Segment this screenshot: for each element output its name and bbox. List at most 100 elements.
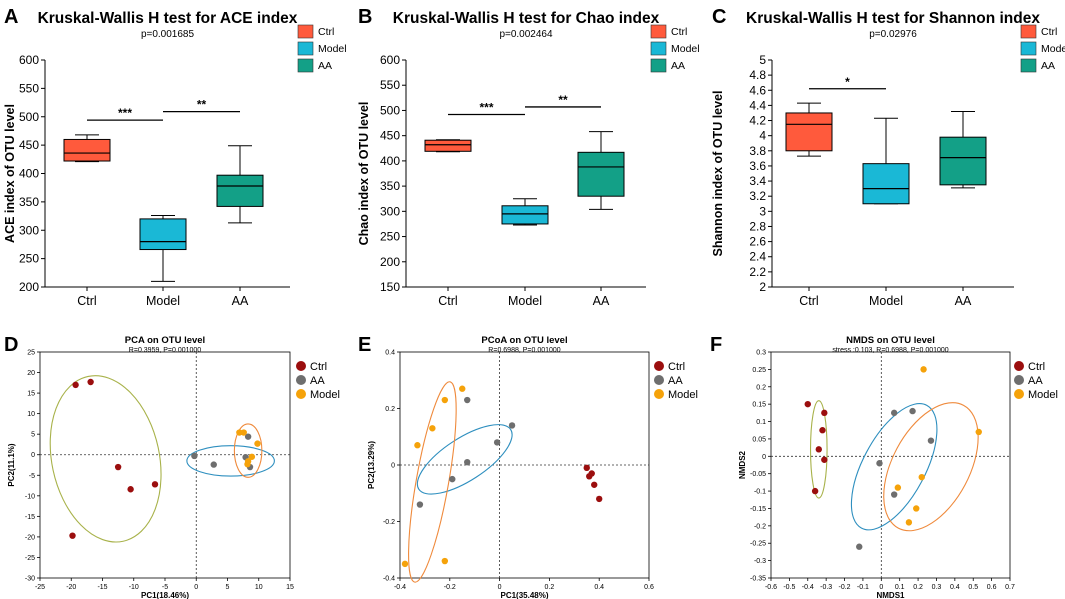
- y-tick-label: -0.15: [750, 506, 766, 513]
- y-tick-label: -0.05: [750, 471, 766, 478]
- data-point: [459, 385, 466, 392]
- chart-title: Kruskal-Wallis H test for Chao index: [393, 10, 660, 27]
- legend-label: Ctrl: [1028, 361, 1045, 373]
- significance-label: **: [197, 98, 207, 112]
- data-point: [856, 543, 863, 550]
- y-tick-label: 0: [762, 454, 766, 461]
- data-point: [815, 446, 822, 453]
- series-ctrl: [583, 464, 603, 503]
- y-tick-label: 600: [380, 53, 400, 67]
- chart-subtitle: p=0.001685: [141, 29, 195, 40]
- y-tick-label: 0: [31, 452, 35, 459]
- y-tick-label: 250: [19, 252, 39, 266]
- x-tick-label: 0.2: [545, 584, 555, 591]
- data-point: [811, 487, 819, 495]
- x-tick-label: -0.5: [783, 584, 795, 591]
- legend-label: AA: [668, 375, 683, 387]
- x-tick-label: 0.2: [913, 584, 923, 591]
- y-tick-label: 500: [19, 110, 39, 124]
- x-axis-label: PC1(35.48%): [500, 591, 548, 599]
- legend-label: Ctrl: [310, 361, 327, 373]
- y-tick-label: 0.15: [752, 402, 766, 409]
- y-tick-label: -15: [25, 514, 35, 521]
- legend-label: AA: [1041, 60, 1055, 72]
- y-tick-label: 5: [759, 53, 766, 67]
- x-tick-label: -0.2: [839, 584, 851, 591]
- y-tick-label: 450: [19, 138, 39, 152]
- y-tick-label: -0.2: [383, 519, 395, 526]
- panel-letter: F: [710, 334, 722, 356]
- legend-label: Model: [318, 43, 347, 55]
- data-point: [236, 429, 243, 436]
- legend-label: Model: [1028, 389, 1058, 401]
- confidence-ellipse-aa: [850, 403, 938, 531]
- y-tick-label: -0.35: [750, 576, 766, 583]
- box-iqr: [862, 163, 910, 205]
- panel-letter: D: [4, 334, 18, 356]
- series-aa: [416, 396, 516, 508]
- data-point: [441, 396, 449, 404]
- data-point: [927, 437, 935, 444]
- data-point: [429, 425, 436, 432]
- chart-panel-b: B Kruskal-Wallis H test for Chao index p=0…: [357, 6, 700, 308]
- legend-label: Ctrl: [318, 26, 334, 38]
- x-tick-label: 0.5: [968, 584, 978, 591]
- series-model: [401, 385, 466, 568]
- data-point: [975, 428, 982, 436]
- legend-label: AA: [1028, 375, 1043, 387]
- legend-swatch-ctrl: [650, 24, 667, 39]
- data-point: [821, 409, 828, 417]
- data-point: [244, 433, 252, 440]
- significance-label: **: [558, 93, 568, 107]
- box-ctrl: Ctrl: [785, 102, 833, 308]
- legend-label: Model: [1041, 43, 1065, 55]
- legend-marker-model: [654, 389, 664, 399]
- series-model: [236, 429, 261, 468]
- panel-letter: A: [4, 6, 18, 28]
- chart-panel-a: A Kruskal-Wallis H test for ACE index p=0.…: [3, 6, 347, 308]
- y-tick-label: -0.25: [750, 541, 766, 548]
- legend-marker-ctrl: [1014, 361, 1024, 371]
- legend-label: Ctrl: [671, 26, 687, 38]
- chart-subtitle: p=0.02976: [869, 29, 917, 40]
- y-axis-label: NMDS2: [738, 450, 747, 479]
- y-tick-label: 2: [759, 280, 766, 294]
- y-tick-label: 3.4: [749, 174, 766, 188]
- box-ctrl: Ctrl: [424, 139, 472, 308]
- chart-title: PCA on OTU level: [125, 335, 205, 346]
- y-tick-label: 3: [759, 204, 766, 218]
- legend-label: AA: [671, 60, 685, 72]
- data-point: [69, 532, 76, 539]
- legend-marker-aa: [296, 375, 306, 385]
- legend-swatch-aa: [297, 58, 314, 73]
- confidence-ellipse-ctrl: [809, 400, 828, 499]
- x-tick-label: 5: [226, 584, 230, 591]
- y-tick-label: 4.6: [749, 83, 766, 97]
- chart-title: NMDS on OTU level: [846, 335, 935, 346]
- x-tick-label: Model: [146, 294, 180, 308]
- data-point: [464, 396, 471, 404]
- x-tick-label: -0.4: [394, 584, 406, 591]
- x-tick-label: 10: [255, 584, 263, 591]
- x-tick-label: -0.3: [820, 584, 832, 591]
- data-point: [244, 460, 251, 468]
- data-point: [493, 439, 501, 446]
- data-point: [210, 461, 217, 468]
- series-ctrl: [804, 400, 828, 495]
- legend-marker-model: [1014, 389, 1024, 399]
- x-tick-label: AA: [232, 294, 249, 308]
- y-tick-label: 550: [19, 81, 39, 95]
- x-tick-label: -0.4: [802, 584, 814, 591]
- y-tick-label: 300: [380, 204, 400, 218]
- y-tick-label: -0.4: [383, 576, 395, 583]
- data-point: [909, 407, 916, 415]
- y-tick-label: 250: [380, 230, 400, 244]
- x-tick-label: AA: [955, 294, 972, 308]
- y-tick-label: 0: [391, 463, 395, 470]
- y-tick-label: -30: [25, 576, 35, 583]
- y-tick-label: 3.6: [749, 159, 766, 173]
- chart-subtitle: stress :0.103, R=0.6988, P=0.001000: [832, 347, 948, 354]
- legend-marker-ctrl: [296, 361, 306, 371]
